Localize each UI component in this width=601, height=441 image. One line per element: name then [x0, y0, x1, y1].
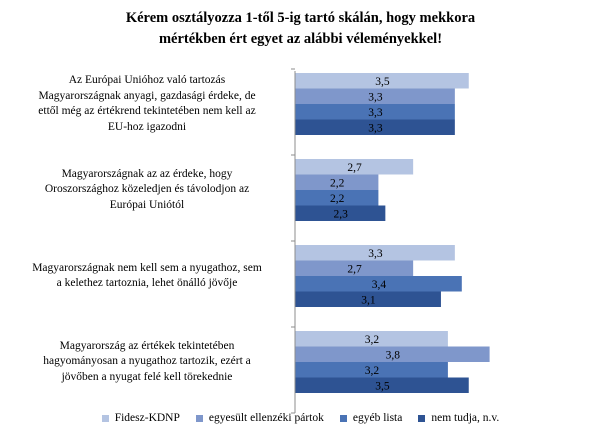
legend-item-2: egyesült ellenzéki pártok — [195, 412, 324, 424]
data-label-3-3: 3,4 — [372, 279, 387, 291]
category-label-4-line-2: hagyományosan a nyugathoz tartozik, ezér… — [43, 355, 251, 368]
category-label-2: Magyarországnak az az érdeke, hogy Oroszo… — [8, 167, 286, 214]
legend-item-3: egyéb lista — [339, 412, 403, 424]
legend-item-4: nem tudja, n.v. — [418, 412, 499, 424]
bar-3-3 — [295, 276, 462, 292]
chart-title-line-2: mértékben ért egyet az alábbi vélemények… — [158, 31, 443, 47]
data-label-2-1: 2,7 — [347, 162, 362, 174]
category-label-4-line-1: Magyarország az értékek tekintetében — [59, 339, 235, 352]
category-label-2-line-1: Magyarországnak az az érdeke, hogy — [61, 167, 233, 180]
category-label-2-line-3: Európai Uniótól — [109, 198, 185, 211]
chart-title: Kérem osztályozza 1-től 5-ig tartó skálá… — [0, 8, 601, 50]
data-label-4-3: 3,2 — [365, 365, 380, 377]
bar-1-3 — [295, 104, 455, 120]
legend-label: Fidesz-KDNP — [114, 412, 180, 424]
category-label-4: Magyarország az értékek tekintetében hagy… — [8, 339, 286, 386]
data-label-1-4: 3,3 — [368, 122, 383, 134]
category-label-1-line-1: Az Európai Unióhoz való tartozás — [68, 74, 226, 86]
bar-4-1 — [295, 331, 448, 347]
data-label-2-4: 2,3 — [333, 208, 348, 220]
data-label-4-4: 3,5 — [375, 380, 390, 392]
category-label-1-line-2: Magyarországnak anyagi, gazdasági érdeke… — [38, 89, 256, 102]
category-label-2-line-2: Oroszországhoz közeledjen és távolodjon … — [44, 183, 250, 196]
data-label-1-3: 3,3 — [368, 107, 383, 119]
bar-4-3 — [295, 362, 448, 378]
legend-label: egyéb lista — [352, 412, 403, 424]
data-label-1-2: 3,3 — [368, 91, 383, 103]
bar-3-1 — [295, 245, 455, 261]
category-label-1-line-4: EU-hoz igazodni — [107, 120, 187, 133]
bar-3-4 — [295, 291, 441, 307]
data-label-1-1: 3,5 — [375, 76, 390, 88]
data-label-2-2: 2,2 — [330, 177, 345, 189]
chart-title-line-1: Kérem osztályozza 1-től 5-ig tartó skálá… — [125, 10, 476, 26]
bar-2-2 — [295, 174, 379, 190]
data-label-2-3: 2,2 — [330, 193, 345, 205]
legend-swatch — [101, 414, 109, 422]
data-label-4-2: 3,8 — [386, 349, 401, 361]
bar-4-4 — [295, 377, 469, 393]
legend-swatch — [195, 414, 203, 422]
legend-label: egyesült ellenzéki pártok — [208, 412, 324, 424]
legend-swatch — [418, 414, 426, 422]
bar-2-4 — [295, 205, 386, 221]
data-label-3-1: 3,3 — [368, 248, 383, 260]
category-label-3: Magyarországnak nem kell sem a nyugathoz… — [8, 261, 286, 292]
legend-swatch — [339, 414, 347, 422]
category-label-3-line-2: a kelethez tartoznia, lehet önálló jövőj… — [56, 277, 238, 289]
bar-4-2 — [295, 346, 490, 362]
category-label-1: Az Európai Unióhoz való tartozás Magyaror… — [8, 73, 286, 135]
data-label-4-1: 3,2 — [365, 334, 380, 346]
category-label-4-line-3: jövőben a nyugat felé kell törekednie — [61, 370, 233, 383]
bar-1-2 — [295, 88, 455, 104]
bar-2-1 — [295, 159, 414, 175]
category-label-1-line-3: ettől még az értékrend tekintetében nem … — [38, 105, 256, 117]
bar-1-1 — [295, 73, 469, 89]
legend-label: nem tudja, n.v. — [431, 412, 500, 424]
data-label-3-4: 3,1 — [361, 294, 376, 306]
legend-item-1: Fidesz-KDNP — [101, 412, 180, 424]
data-label-3-2: 2,7 — [347, 263, 362, 275]
bar-3-2 — [295, 260, 414, 276]
category-label-3-line-1: Magyarországnak nem kell sem a nyugathoz… — [32, 261, 262, 274]
legend: Fidesz-KDNP egyesült ellenzéki pártok egyé… — [0, 412, 601, 424]
bar-2-3 — [295, 190, 379, 206]
bar-1-4 — [295, 119, 455, 135]
